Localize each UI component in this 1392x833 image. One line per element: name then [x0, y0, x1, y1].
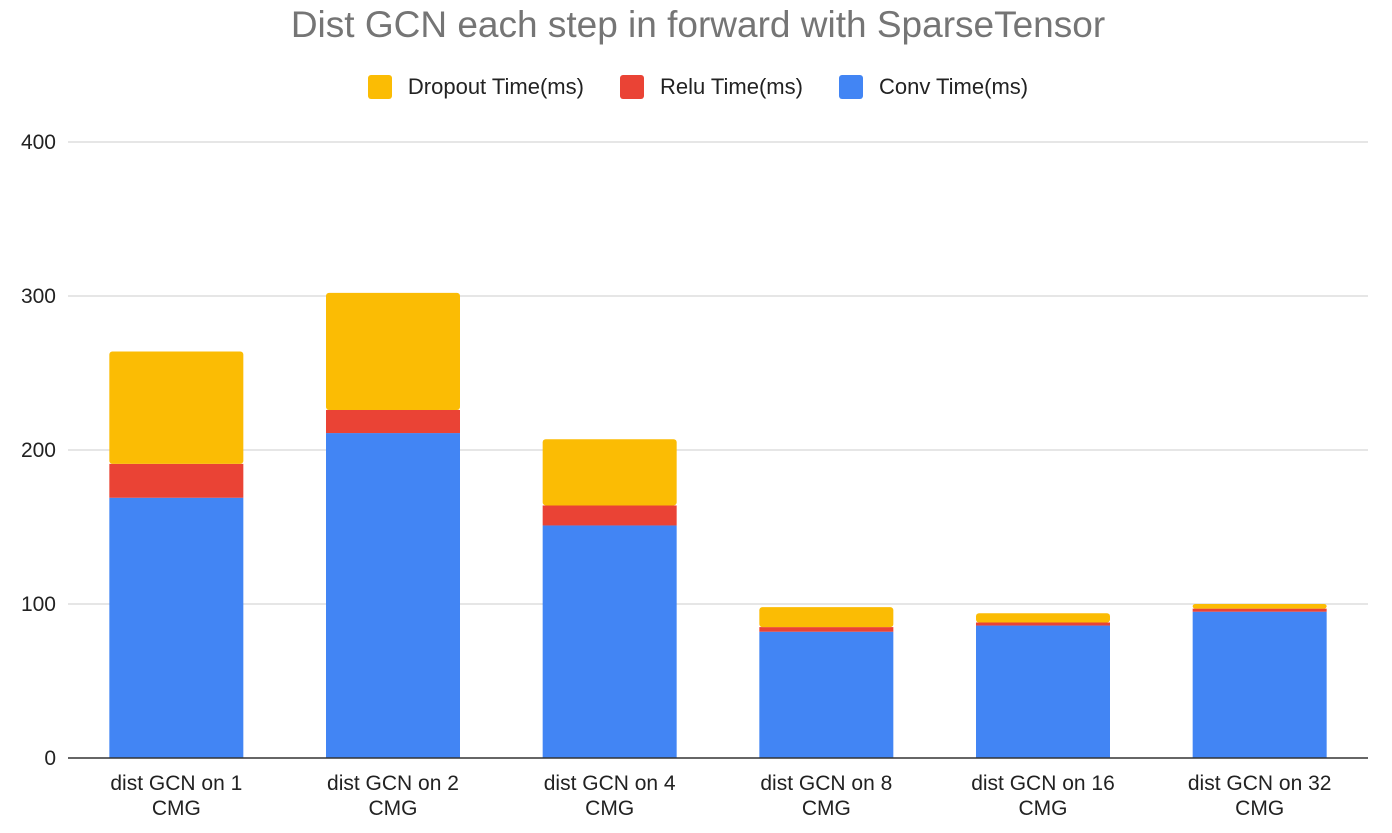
y-tick-label-300: 300: [21, 285, 56, 308]
bar-relu-0[interactable]: [109, 463, 244, 498]
bar-dropout-1[interactable]: [326, 292, 460, 410]
bar-dropout-5[interactable]: [1192, 604, 1327, 609]
bar-dropout-0[interactable]: [109, 351, 244, 464]
x-tick-label-3-1: CMG: [802, 797, 851, 820]
x-tick-label-1-1: CMG: [369, 797, 418, 820]
bar-conv-2[interactable]: [542, 525, 677, 758]
x-tick-label-2-1: CMG: [585, 797, 634, 820]
y-tick-label-200: 200: [21, 439, 56, 462]
x-tick-label-1-0: dist GCN on 2: [327, 772, 459, 795]
legend-item-dropout[interactable]: Dropout Time(ms): [367, 74, 584, 100]
chart-title: Dist GCN each step in forward with Spars…: [290, 4, 1106, 45]
legend-label-dropout: Dropout Time(ms): [407, 74, 584, 99]
bar-relu-5[interactable]: [1192, 608, 1327, 612]
bar-conv-1[interactable]: [326, 433, 460, 758]
legend-swatch-dropout: [367, 75, 392, 99]
bar-conv-5[interactable]: [1192, 611, 1327, 758]
legend-label-relu: Relu Time(ms): [659, 74, 803, 99]
y-tick-label-400: 400: [21, 131, 56, 154]
bar-relu-3[interactable]: [759, 627, 894, 632]
legend-item-relu[interactable]: Relu Time(ms): [619, 74, 803, 100]
bar-conv-0[interactable]: [109, 497, 244, 758]
x-tick-label-0-0: dist GCN on 1: [110, 772, 242, 795]
y-tick-label-0: 0: [44, 747, 56, 770]
legend: Dropout Time(ms) Relu Time(ms) Conv Time…: [0, 74, 1392, 100]
x-tick-label-0-1: CMG: [152, 797, 201, 820]
x-tick-label-4-1: CMG: [1019, 797, 1068, 820]
x-tick-label-5-0: dist GCN on 32: [1188, 772, 1332, 795]
x-tick-label-3-0: dist GCN on 8: [760, 772, 892, 795]
x-tick-label-2-0: dist GCN on 4: [544, 772, 676, 795]
bar-relu-2[interactable]: [542, 505, 677, 526]
legend-item-conv[interactable]: Conv Time(ms): [838, 74, 1029, 100]
x-tick-label-5-1: CMG: [1235, 797, 1284, 820]
bar-conv-3[interactable]: [759, 631, 894, 758]
bar-conv-4[interactable]: [976, 625, 1110, 758]
legend-label-conv: Conv Time(ms): [878, 74, 1029, 99]
bar-dropout-4[interactable]: [976, 613, 1110, 623]
bar-relu-4[interactable]: [976, 622, 1110, 626]
legend-swatch-relu: [619, 75, 644, 99]
y-tick-label-100: 100: [21, 593, 56, 616]
x-tick-label-4-0: dist GCN on 16: [971, 772, 1115, 795]
bar-dropout-3[interactable]: [759, 607, 894, 628]
bar-dropout-2[interactable]: [542, 439, 677, 506]
legend-swatch-conv: [838, 75, 863, 99]
bar-relu-1[interactable]: [326, 409, 460, 434]
